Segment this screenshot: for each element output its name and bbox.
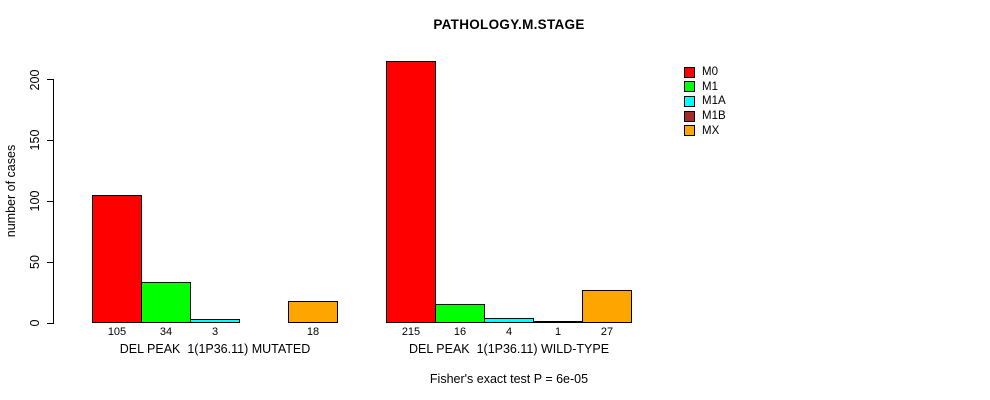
bar-m1a-group1 [190,319,240,323]
y-axis-tick [47,261,54,263]
bar-m1a-group2 [484,318,534,323]
y-axis-tick-label: 150 [28,129,42,151]
legend-label: M1B [702,110,726,123]
y-axis-tick [47,200,54,202]
y-axis-tick-label: 200 [28,69,42,90]
bar-mx-group1 [288,301,338,323]
legend-swatch-m1b [684,110,695,122]
bar-m0-group1 [92,195,142,323]
legend-swatch-m1 [684,81,695,93]
bar-mx-group2 [582,290,632,323]
bar-m1-group1 [141,281,191,323]
y-axis-tick-label: 0 [28,319,42,327]
legend-item: M0 [684,66,718,78]
legend: M0 M1 M1A M1B MX [684,66,824,156]
bar-value-label: 34 [159,326,173,338]
legend-item: M1 [684,81,718,93]
legend-item: M1B [684,110,726,122]
bar-value-label: 16 [453,326,467,338]
legend-label: MX [702,124,720,137]
chart-title: PATHOLOGY.M.STAGE [433,17,585,32]
legend-swatch-mx [684,125,695,137]
y-axis-tick-label: 50 [28,255,42,270]
bar-m0-group2 [386,61,436,323]
legend-label: M0 [702,66,718,78]
bar-value-label: 1 [554,326,562,338]
y-axis-tick [47,79,54,80]
bar-value-label: 3 [211,326,219,338]
legend-swatch-m0 [684,66,695,78]
bar-value-label: 27 [600,326,614,338]
bar-value-label: 18 [306,326,320,338]
stat-test-note: Fisher's exact test P = 6e-05 [429,372,589,386]
group-axis-label: DEL PEAK 1(1P36.11) WILD-TYPE [408,342,610,356]
legend-item: MX [684,125,719,137]
y-axis-tick-label: 100 [28,190,42,212]
legend-item: M1A [684,95,726,107]
bar-m1b-group2 [533,320,583,323]
legend-label: M1 [702,80,718,93]
legend-swatch-m1a [684,95,695,107]
bar-value-label: 215 [401,326,421,338]
y-axis-tick [47,139,54,141]
group-axis-label: DEL PEAK 1(1P36.11) MUTATED [119,342,311,356]
legend-label: M1A [702,95,726,108]
bar-value-label: 105 [107,326,127,338]
bar-value-label: 4 [505,326,513,338]
y-axis-tick [47,322,54,324]
bar-m1-group2 [435,303,485,323]
